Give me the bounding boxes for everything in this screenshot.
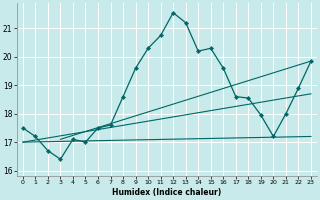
X-axis label: Humidex (Indice chaleur): Humidex (Indice chaleur) — [112, 188, 221, 197]
